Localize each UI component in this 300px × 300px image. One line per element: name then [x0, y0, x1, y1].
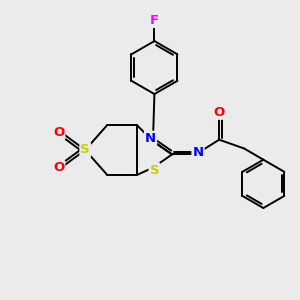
Text: O: O [53, 161, 64, 174]
Text: S: S [150, 164, 159, 176]
Text: O: O [214, 106, 225, 119]
Text: O: O [53, 126, 64, 139]
Text: S: S [80, 143, 90, 157]
Text: N: N [192, 146, 204, 159]
Text: N: N [145, 132, 156, 145]
Text: F: F [150, 14, 159, 27]
